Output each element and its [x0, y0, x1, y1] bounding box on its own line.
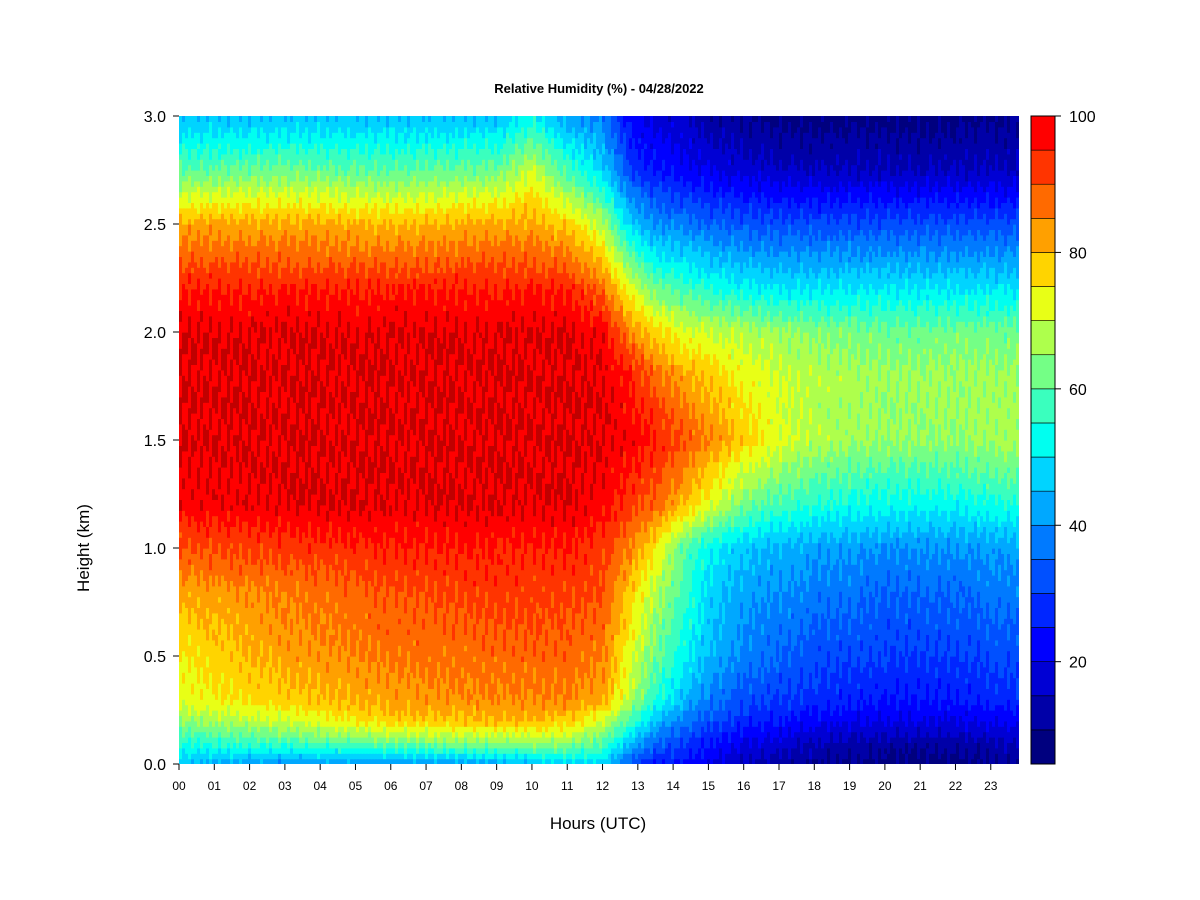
heatmap-cell — [1016, 672, 1020, 678]
heatmap-cell — [1016, 694, 1020, 700]
heatmap-cell — [1016, 721, 1020, 727]
heatmap-cell — [1016, 699, 1020, 705]
heatmap-cell — [1016, 748, 1020, 754]
heatmap-plot-area — [179, 116, 1020, 765]
heatmap-cell — [1016, 678, 1020, 684]
heatmap-cell — [1016, 753, 1020, 759]
heatmap-cell — [1016, 683, 1020, 689]
heatmap-cell — [1016, 742, 1020, 748]
heatmap-cell — [1016, 688, 1020, 694]
heatmap-cell — [1016, 710, 1020, 716]
heatmap-cell — [1016, 715, 1020, 721]
chart-title: Relative Humidity (%) - 04/28/2022 — [494, 81, 704, 96]
heatmap-cell — [1016, 705, 1020, 711]
heatmap-cell — [1016, 759, 1020, 765]
heatmap-cell — [1016, 732, 1020, 738]
heatmap-cell — [1016, 737, 1020, 743]
heatmap-cell — [1016, 726, 1020, 732]
